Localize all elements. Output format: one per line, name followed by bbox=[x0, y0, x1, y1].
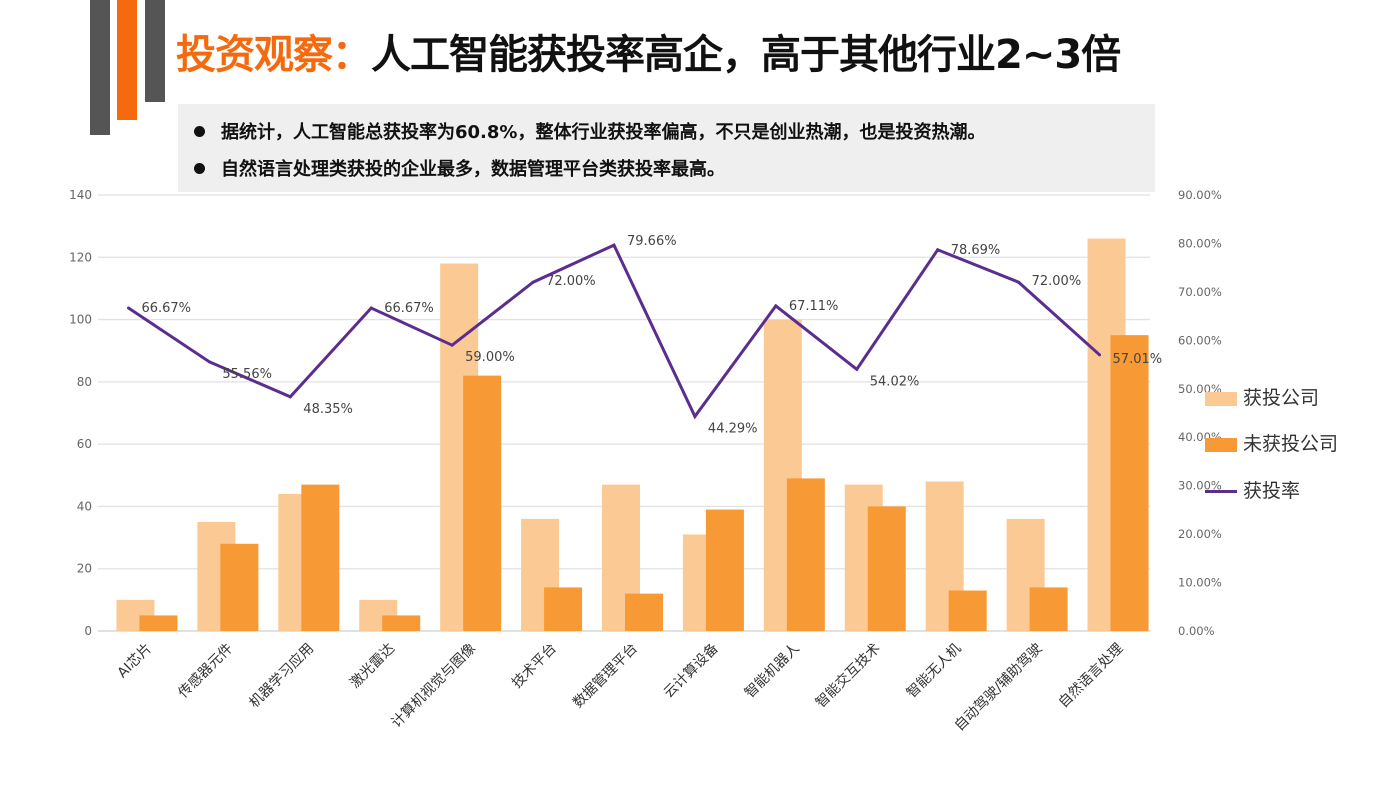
rate-point bbox=[531, 280, 535, 284]
right-tick-label: 90.00% bbox=[1178, 188, 1222, 202]
category-label: 技术平台 bbox=[509, 641, 560, 692]
category-label: 计算机视觉与图像 bbox=[388, 641, 479, 732]
bullet-dot-icon bbox=[194, 125, 205, 137]
category-label: 传感器元件 bbox=[175, 640, 237, 702]
left-tick-label: 40 bbox=[77, 499, 92, 513]
category-label: AI芯片 bbox=[114, 641, 155, 682]
legend-label: 获投率 bbox=[1243, 480, 1301, 502]
bar-unfunded bbox=[301, 484, 340, 631]
title-highlight: 投资观察： bbox=[176, 32, 372, 78]
bar-unfunded bbox=[544, 587, 583, 631]
legend-unfunded: 未获投公司 bbox=[1205, 429, 1338, 456]
rate-data-label: 44.29% bbox=[708, 421, 758, 436]
right-tick-label: 10.00% bbox=[1178, 576, 1222, 590]
category-label: 智能交互技术 bbox=[812, 640, 883, 711]
bar-unfunded bbox=[625, 593, 663, 631]
category-label: 自动驾驶/辅助驾驶 bbox=[952, 641, 1046, 735]
bullet-item: 据统计，人工智能总获投率为60.8%，整体行业获投率偏高，不只是创业热潮，也是投… bbox=[194, 118, 985, 144]
rate-point bbox=[612, 243, 616, 247]
bar-unfunded bbox=[1029, 587, 1068, 631]
rate-point bbox=[369, 306, 373, 310]
right-tick-label: 30.00% bbox=[1178, 479, 1222, 493]
rate-point bbox=[288, 395, 292, 399]
rate-data-label: 55.56% bbox=[222, 367, 272, 382]
left-tick-label: 0 bbox=[84, 624, 92, 638]
legend-rate: 获投率 bbox=[1205, 476, 1300, 503]
bullet-item: 自然语言处理类获投的企业最多，数据管理平台类获投率最高。 bbox=[194, 155, 725, 181]
rate-point bbox=[207, 360, 211, 364]
bullet-text: 据统计，人工智能总获投率为60.8%，整体行业获投率偏高，不只是创业热潮，也是投… bbox=[221, 122, 986, 143]
category-label: 自然语言处理 bbox=[1055, 640, 1126, 711]
left-tick-label: 60 bbox=[77, 437, 92, 451]
bar-unfunded bbox=[220, 543, 259, 631]
rate-data-label: 59.00% bbox=[465, 350, 515, 365]
bar-unfunded bbox=[463, 375, 502, 631]
rate-data-label: 72.00% bbox=[1032, 274, 1082, 289]
rate-point bbox=[1098, 353, 1102, 357]
category-label: 智能机器人 bbox=[742, 641, 803, 702]
rate-point bbox=[1017, 280, 1021, 284]
page-title: 投资观察：人工智能获投率高企，高于其他行业2~3倍 bbox=[176, 22, 1121, 80]
category-label: 机器学习应用 bbox=[246, 640, 317, 711]
bar-unfunded bbox=[786, 478, 825, 631]
bar-unfunded bbox=[948, 590, 987, 631]
category-label: 数据管理平台 bbox=[570, 641, 641, 712]
rate-data-label: 57.01% bbox=[1113, 352, 1163, 367]
rate-point bbox=[936, 248, 940, 252]
category-label: 智能无人机 bbox=[904, 641, 965, 702]
right-tick-label: 0.00% bbox=[1178, 624, 1215, 638]
right-tick-label: 20.00% bbox=[1178, 527, 1222, 541]
rate-data-label: 78.69% bbox=[951, 243, 1001, 258]
category-label: 激光雷达 bbox=[346, 640, 398, 692]
left-tick-label: 100 bbox=[69, 313, 92, 327]
rate-data-label: 66.67% bbox=[384, 301, 434, 316]
right-tick-label: 60.00% bbox=[1178, 333, 1222, 347]
rate-point bbox=[774, 304, 778, 308]
rate-point bbox=[855, 367, 859, 371]
bar-unfunded bbox=[139, 615, 178, 631]
rate-data-label: 48.35% bbox=[303, 402, 353, 417]
bar-unfunded bbox=[705, 509, 744, 631]
bullet-text: 自然语言处理类获投的企业最多，数据管理平台类获投率最高。 bbox=[221, 159, 725, 180]
bar-unfunded bbox=[1110, 335, 1149, 631]
decor-bar-orange bbox=[117, 0, 137, 120]
decor-bar-gray-1 bbox=[90, 0, 110, 135]
bullet-dot-icon bbox=[194, 162, 205, 174]
legend-label: 获投公司 bbox=[1243, 387, 1320, 409]
legend-swatch bbox=[1205, 391, 1237, 406]
category-label: 云计算设备 bbox=[660, 640, 722, 702]
rate-data-label: 72.00% bbox=[546, 274, 596, 289]
bar-unfunded bbox=[382, 615, 421, 631]
legend-funded: 获投公司 bbox=[1205, 383, 1319, 410]
rate-line bbox=[127, 243, 1101, 420]
rate-point bbox=[693, 414, 697, 418]
right-tick-label: 70.00% bbox=[1178, 285, 1222, 299]
rate-point bbox=[450, 343, 454, 347]
bar-unfunded bbox=[867, 506, 906, 631]
rate-point bbox=[126, 306, 130, 310]
legend-swatch bbox=[1205, 490, 1237, 493]
left-tick-label: 140 bbox=[69, 188, 92, 202]
legend-swatch bbox=[1205, 437, 1237, 452]
right-tick-label: 80.00% bbox=[1178, 236, 1222, 250]
title-main: 人工智能获投率高企，高于其他行业2~3倍 bbox=[371, 32, 1121, 78]
left-tick-label: 20 bbox=[77, 562, 92, 576]
summary-box: 据统计，人工智能总获投率为60.8%，整体行业获投率偏高，不只是创业热潮，也是投… bbox=[178, 104, 1155, 192]
legend-label: 未获投公司 bbox=[1243, 433, 1339, 455]
rate-data-label: 79.66% bbox=[627, 234, 677, 249]
decor-bar-gray-2 bbox=[145, 0, 165, 102]
rate-data-label: 54.02% bbox=[870, 374, 920, 389]
rate-data-label: 67.11% bbox=[789, 299, 839, 314]
rate-data-label: 66.67% bbox=[141, 301, 191, 316]
left-tick-label: 80 bbox=[77, 375, 92, 389]
left-tick-label: 120 bbox=[69, 250, 92, 264]
